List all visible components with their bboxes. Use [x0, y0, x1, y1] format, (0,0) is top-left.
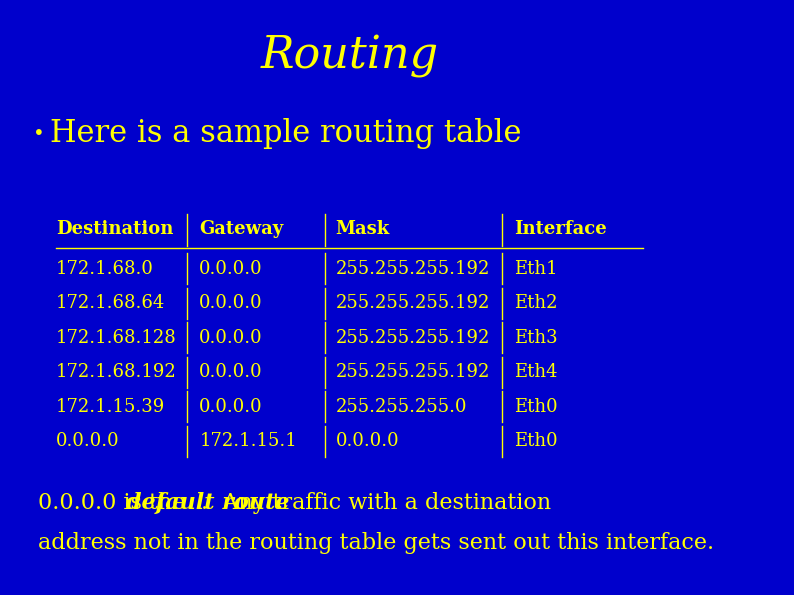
Text: Interface: Interface	[514, 220, 607, 238]
Text: 255.255.255.192: 255.255.255.192	[336, 364, 490, 381]
Text: 0.0.0.0 is the: 0.0.0.0 is the	[38, 492, 193, 513]
Text: Gateway: Gateway	[199, 220, 283, 238]
Text: 0.0.0.0: 0.0.0.0	[199, 295, 263, 312]
Text: 172.1.68.64: 172.1.68.64	[56, 295, 165, 312]
Text: 255.255.255.0: 255.255.255.0	[336, 398, 467, 416]
Text: 172.1.15.39: 172.1.15.39	[56, 398, 165, 416]
Text: 0.0.0.0: 0.0.0.0	[199, 364, 263, 381]
Text: .  Any traffic with a destination: . Any traffic with a destination	[201, 492, 551, 513]
Text: 255.255.255.192: 255.255.255.192	[336, 329, 490, 347]
Text: 0.0.0.0: 0.0.0.0	[56, 433, 120, 450]
Text: Destination: Destination	[56, 220, 173, 238]
Text: Eth2: Eth2	[514, 295, 557, 312]
Text: 0.0.0.0: 0.0.0.0	[199, 260, 263, 278]
Text: 0.0.0.0: 0.0.0.0	[199, 398, 263, 416]
Text: 0.0.0.0: 0.0.0.0	[336, 433, 399, 450]
Text: address not in the routing table gets sent out this interface.: address not in the routing table gets se…	[38, 533, 715, 554]
Text: Routing: Routing	[260, 35, 439, 78]
Text: Here is a sample routing table: Here is a sample routing table	[50, 118, 522, 149]
Text: 172.1.68.192: 172.1.68.192	[56, 364, 177, 381]
Text: Mask: Mask	[336, 220, 390, 238]
Text: Eth0: Eth0	[514, 433, 557, 450]
Text: •: •	[33, 124, 44, 143]
Text: Eth3: Eth3	[514, 329, 557, 347]
Text: 172.1.15.1: 172.1.15.1	[199, 433, 297, 450]
Text: 255.255.255.192: 255.255.255.192	[336, 260, 490, 278]
Text: 255.255.255.192: 255.255.255.192	[336, 295, 490, 312]
Text: 0.0.0.0: 0.0.0.0	[199, 329, 263, 347]
Text: default route: default route	[125, 492, 289, 513]
Text: 172.1.68.0: 172.1.68.0	[56, 260, 154, 278]
Text: Eth1: Eth1	[514, 260, 557, 278]
Text: Eth4: Eth4	[514, 364, 557, 381]
Text: 172.1.68.128: 172.1.68.128	[56, 329, 177, 347]
Text: Eth0: Eth0	[514, 398, 557, 416]
